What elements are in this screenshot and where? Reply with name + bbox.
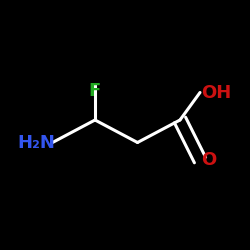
Text: OH: OH <box>201 84 232 102</box>
Text: F: F <box>89 82 101 100</box>
Text: H₂N: H₂N <box>17 134 55 152</box>
Text: O: O <box>201 151 216 169</box>
